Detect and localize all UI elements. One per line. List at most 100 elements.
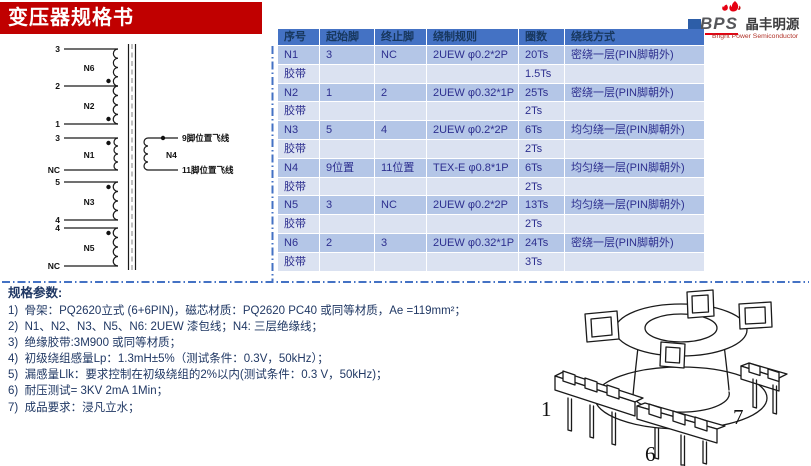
cell-winding-rule: 2UEW φ0.32*1P	[427, 233, 519, 253]
pin-label: 3	[55, 44, 60, 54]
cell-winding-id: 胶带	[278, 64, 320, 84]
bobbin-pin7-label: 7	[733, 405, 744, 429]
fly-lead-label-bottom: 11脚位置飞线	[182, 165, 234, 175]
cell-winding-id: N2	[278, 83, 320, 103]
cell-winding-id: N1	[278, 46, 320, 65]
cell-winding-method	[565, 215, 705, 234]
cell-winding-rule	[427, 102, 519, 122]
col-header-index: 序号	[278, 29, 320, 46]
spec-line: 7) 成品要求：浸凡立水；	[8, 401, 140, 414]
cell-winding-id: 胶带	[278, 215, 320, 234]
cell-end-pin: NC	[375, 46, 427, 65]
cell-winding-rule	[427, 64, 519, 84]
decor-blue-square	[688, 19, 701, 30]
cell-start-pin: 3	[320, 196, 375, 216]
cell-start-pin	[320, 215, 375, 234]
cell-winding-method: 均匀绕一层(PIN脚朝外)	[565, 158, 705, 178]
page-title: 变压器规格书	[0, 2, 262, 34]
table-row: N4 9位置 11位置 TEX-E φ0.8*1P 6Ts 均匀绕一层(PIN脚…	[278, 158, 705, 178]
table-row: N6 2 3 2UEW φ0.32*1P 24Ts 密绕一层(PIN脚朝外)	[278, 233, 705, 253]
cell-winding-rule: TEX-E φ0.8*1P	[427, 158, 519, 178]
pin-label: NC	[48, 165, 60, 175]
spec-line: 4) 初级绕组感量Lp：1.3mH±5%（测试条件：0.3V，50kHz）；	[8, 353, 329, 366]
bobbin-pin1-label: 1	[541, 397, 552, 421]
spec-parameters: 规格参数: 1) 骨架：PQ2620立式 (6+6PIN)，磁芯材质：PQ262…	[8, 284, 466, 416]
cell-winding-id: N4	[278, 158, 320, 178]
table-row: 胶带 2Ts	[278, 215, 705, 234]
coil-N1	[113, 137, 119, 171]
cell-end-pin	[375, 177, 427, 197]
logo-brand: BPS	[700, 14, 738, 35]
cell-winding-id: 胶带	[278, 177, 320, 197]
spec-line: 3) 绝缘胶带:3M900 或同等材质；	[8, 337, 182, 350]
cell-start-pin: 1	[320, 83, 375, 103]
cell-turns: 6Ts	[519, 158, 565, 178]
cell-winding-method	[565, 139, 705, 159]
pin-label: 4	[55, 215, 60, 225]
coil-N5	[112, 227, 119, 267]
cell-start-pin: 3	[320, 46, 375, 65]
flame-icon	[722, 1, 741, 12]
cell-turns: 3Ts	[519, 252, 565, 272]
table-row: N3 5 4 2UEW φ0.2*2P 6Ts 均匀绕一层(PIN脚朝外)	[278, 121, 705, 140]
cell-turns: 2Ts	[519, 215, 565, 234]
cell-start-pin: 2	[320, 233, 375, 253]
table-row: 胶带 2Ts	[278, 177, 705, 197]
cell-end-pin: 2	[375, 83, 427, 103]
pin-label: 2	[55, 81, 60, 91]
winding-label: N2	[84, 101, 95, 111]
cell-start-pin: 5	[320, 121, 375, 140]
cell-winding-method: 密绕一层(PIN脚朝外)	[565, 233, 705, 253]
cell-winding-id: 胶带	[278, 102, 320, 122]
cell-winding-method: 均匀绕一层(PIN脚朝外)	[565, 121, 705, 140]
polarity-dot	[106, 230, 111, 236]
cell-winding-rule	[427, 215, 519, 234]
cell-start-pin	[320, 64, 375, 84]
cell-start-pin	[320, 252, 375, 272]
winding-label: N6	[84, 63, 95, 73]
cell-end-pin	[375, 64, 427, 84]
pin-label: 1	[55, 119, 60, 129]
winding-label: N5	[84, 243, 95, 253]
spec-line: 5) 漏感量Llk：要求控制在初级绕组的2%以内(测试条件：0.3 V，50kH…	[8, 369, 388, 382]
polarity-dot	[106, 140, 111, 146]
cell-winding-rule: 2UEW φ0.2*2P	[427, 196, 519, 216]
cell-turns: 25Ts	[519, 83, 565, 103]
polarity-dot	[106, 78, 111, 84]
cell-winding-method	[565, 252, 705, 272]
spec-line: 6) 耐压测试= 3KV 2mA 1Min；	[8, 385, 169, 398]
cell-start-pin	[320, 102, 375, 122]
polarity-dot	[160, 135, 166, 141]
winding-label: N4	[166, 150, 177, 160]
bobbin-pin6-label: 6	[645, 442, 656, 466]
pin-label: 5	[55, 177, 60, 187]
cell-end-pin	[375, 252, 427, 272]
cell-winding-id: N3	[278, 121, 320, 140]
cell-start-pin: 9位置	[320, 158, 375, 178]
cell-winding-method	[565, 177, 705, 197]
cell-winding-rule: 2UEW φ0.32*1P	[427, 83, 519, 103]
col-header-winding-rule: 绕制规则	[427, 29, 519, 46]
cell-winding-method: 密绕一层(PIN脚朝外)	[565, 83, 705, 103]
logo-tagline: Bright Power Semiconductor	[712, 33, 799, 40]
col-header-winding-method: 绕线方式	[565, 29, 705, 46]
cell-winding-method	[565, 64, 705, 84]
cell-end-pin: 4	[375, 121, 427, 140]
logo: BPS 晶丰明源 Bright Power Semiconductor	[700, 0, 808, 44]
table-row: N1 3 NC 2UEW φ0.2*2P 20Ts 密绕一层(PIN脚朝外)	[278, 46, 705, 65]
cell-turns: 2Ts	[519, 139, 565, 159]
cell-winding-id: 胶带	[278, 252, 320, 272]
cell-turns: 13Ts	[519, 196, 565, 216]
bobbin-drawing: 1 6 7	[541, 289, 788, 466]
cell-winding-id: N6	[278, 233, 320, 253]
cell-winding-rule: 2UEW φ0.2*2P	[427, 46, 519, 65]
fly-lead-label-top: 9脚位置飞线	[182, 133, 230, 143]
spec-parameters-title: 规格参数:	[8, 286, 63, 300]
table-row: 胶带 1.5Ts	[278, 64, 705, 84]
logo-brand-cn: 晶丰明源	[745, 17, 800, 32]
cell-turns: 2Ts	[519, 177, 565, 197]
cell-end-pin	[375, 102, 427, 122]
cell-turns: 24Ts	[519, 233, 565, 253]
cell-winding-id: N5	[278, 196, 320, 216]
cell-turns: 2Ts	[519, 102, 565, 122]
